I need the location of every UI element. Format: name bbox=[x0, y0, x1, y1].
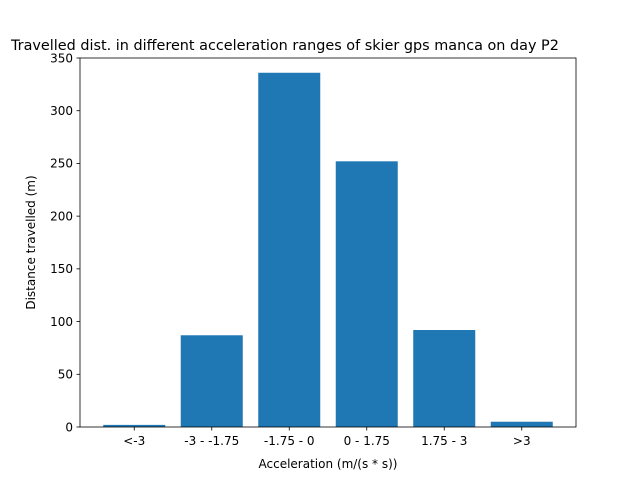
y-tick-label-3: 150 bbox=[50, 262, 73, 276]
y-axis: 0 50 100 150 200 250 300 350 bbox=[50, 51, 80, 434]
y-tick-label-0: 0 bbox=[65, 420, 73, 434]
y-tick-label-2: 100 bbox=[50, 315, 73, 329]
y-axis-label: Distance travelled (m) bbox=[24, 175, 38, 309]
bar-4 bbox=[413, 330, 476, 427]
y-tick-label-7: 350 bbox=[50, 51, 73, 65]
bar-5 bbox=[490, 421, 553, 427]
x-tick-label-4: 1.75 - 3 bbox=[421, 434, 467, 448]
x-axis: <-3 -3 - -1.75 -1.75 - 0 0 - 1.75 1.75 - 3 >3 bbox=[123, 427, 531, 448]
chart-title: Travelled dist. in different acceleratio… bbox=[10, 38, 559, 54]
bar-0 bbox=[103, 424, 166, 427]
x-tick-label-0: <-3 bbox=[123, 434, 145, 448]
y-tick-label-1: 50 bbox=[58, 368, 73, 382]
plot-frame bbox=[79, 57, 577, 428]
x-tick-label-5: >3 bbox=[513, 434, 531, 448]
bar-2 bbox=[258, 72, 321, 427]
bar-3 bbox=[335, 161, 398, 427]
y-tick-label-4: 200 bbox=[50, 209, 73, 223]
x-axis-label: Acceleration (m/(s * s)) bbox=[259, 457, 398, 471]
y-tick-label-5: 250 bbox=[50, 157, 73, 171]
x-tick-label-1: -3 - -1.75 bbox=[184, 434, 239, 448]
y-tick-label-6: 300 bbox=[50, 104, 73, 118]
x-tick-label-3: 0 - 1.75 bbox=[344, 434, 390, 448]
bars-group bbox=[103, 72, 553, 427]
x-tick-label-2: -1.75 - 0 bbox=[264, 434, 315, 448]
bar-1 bbox=[180, 335, 243, 427]
